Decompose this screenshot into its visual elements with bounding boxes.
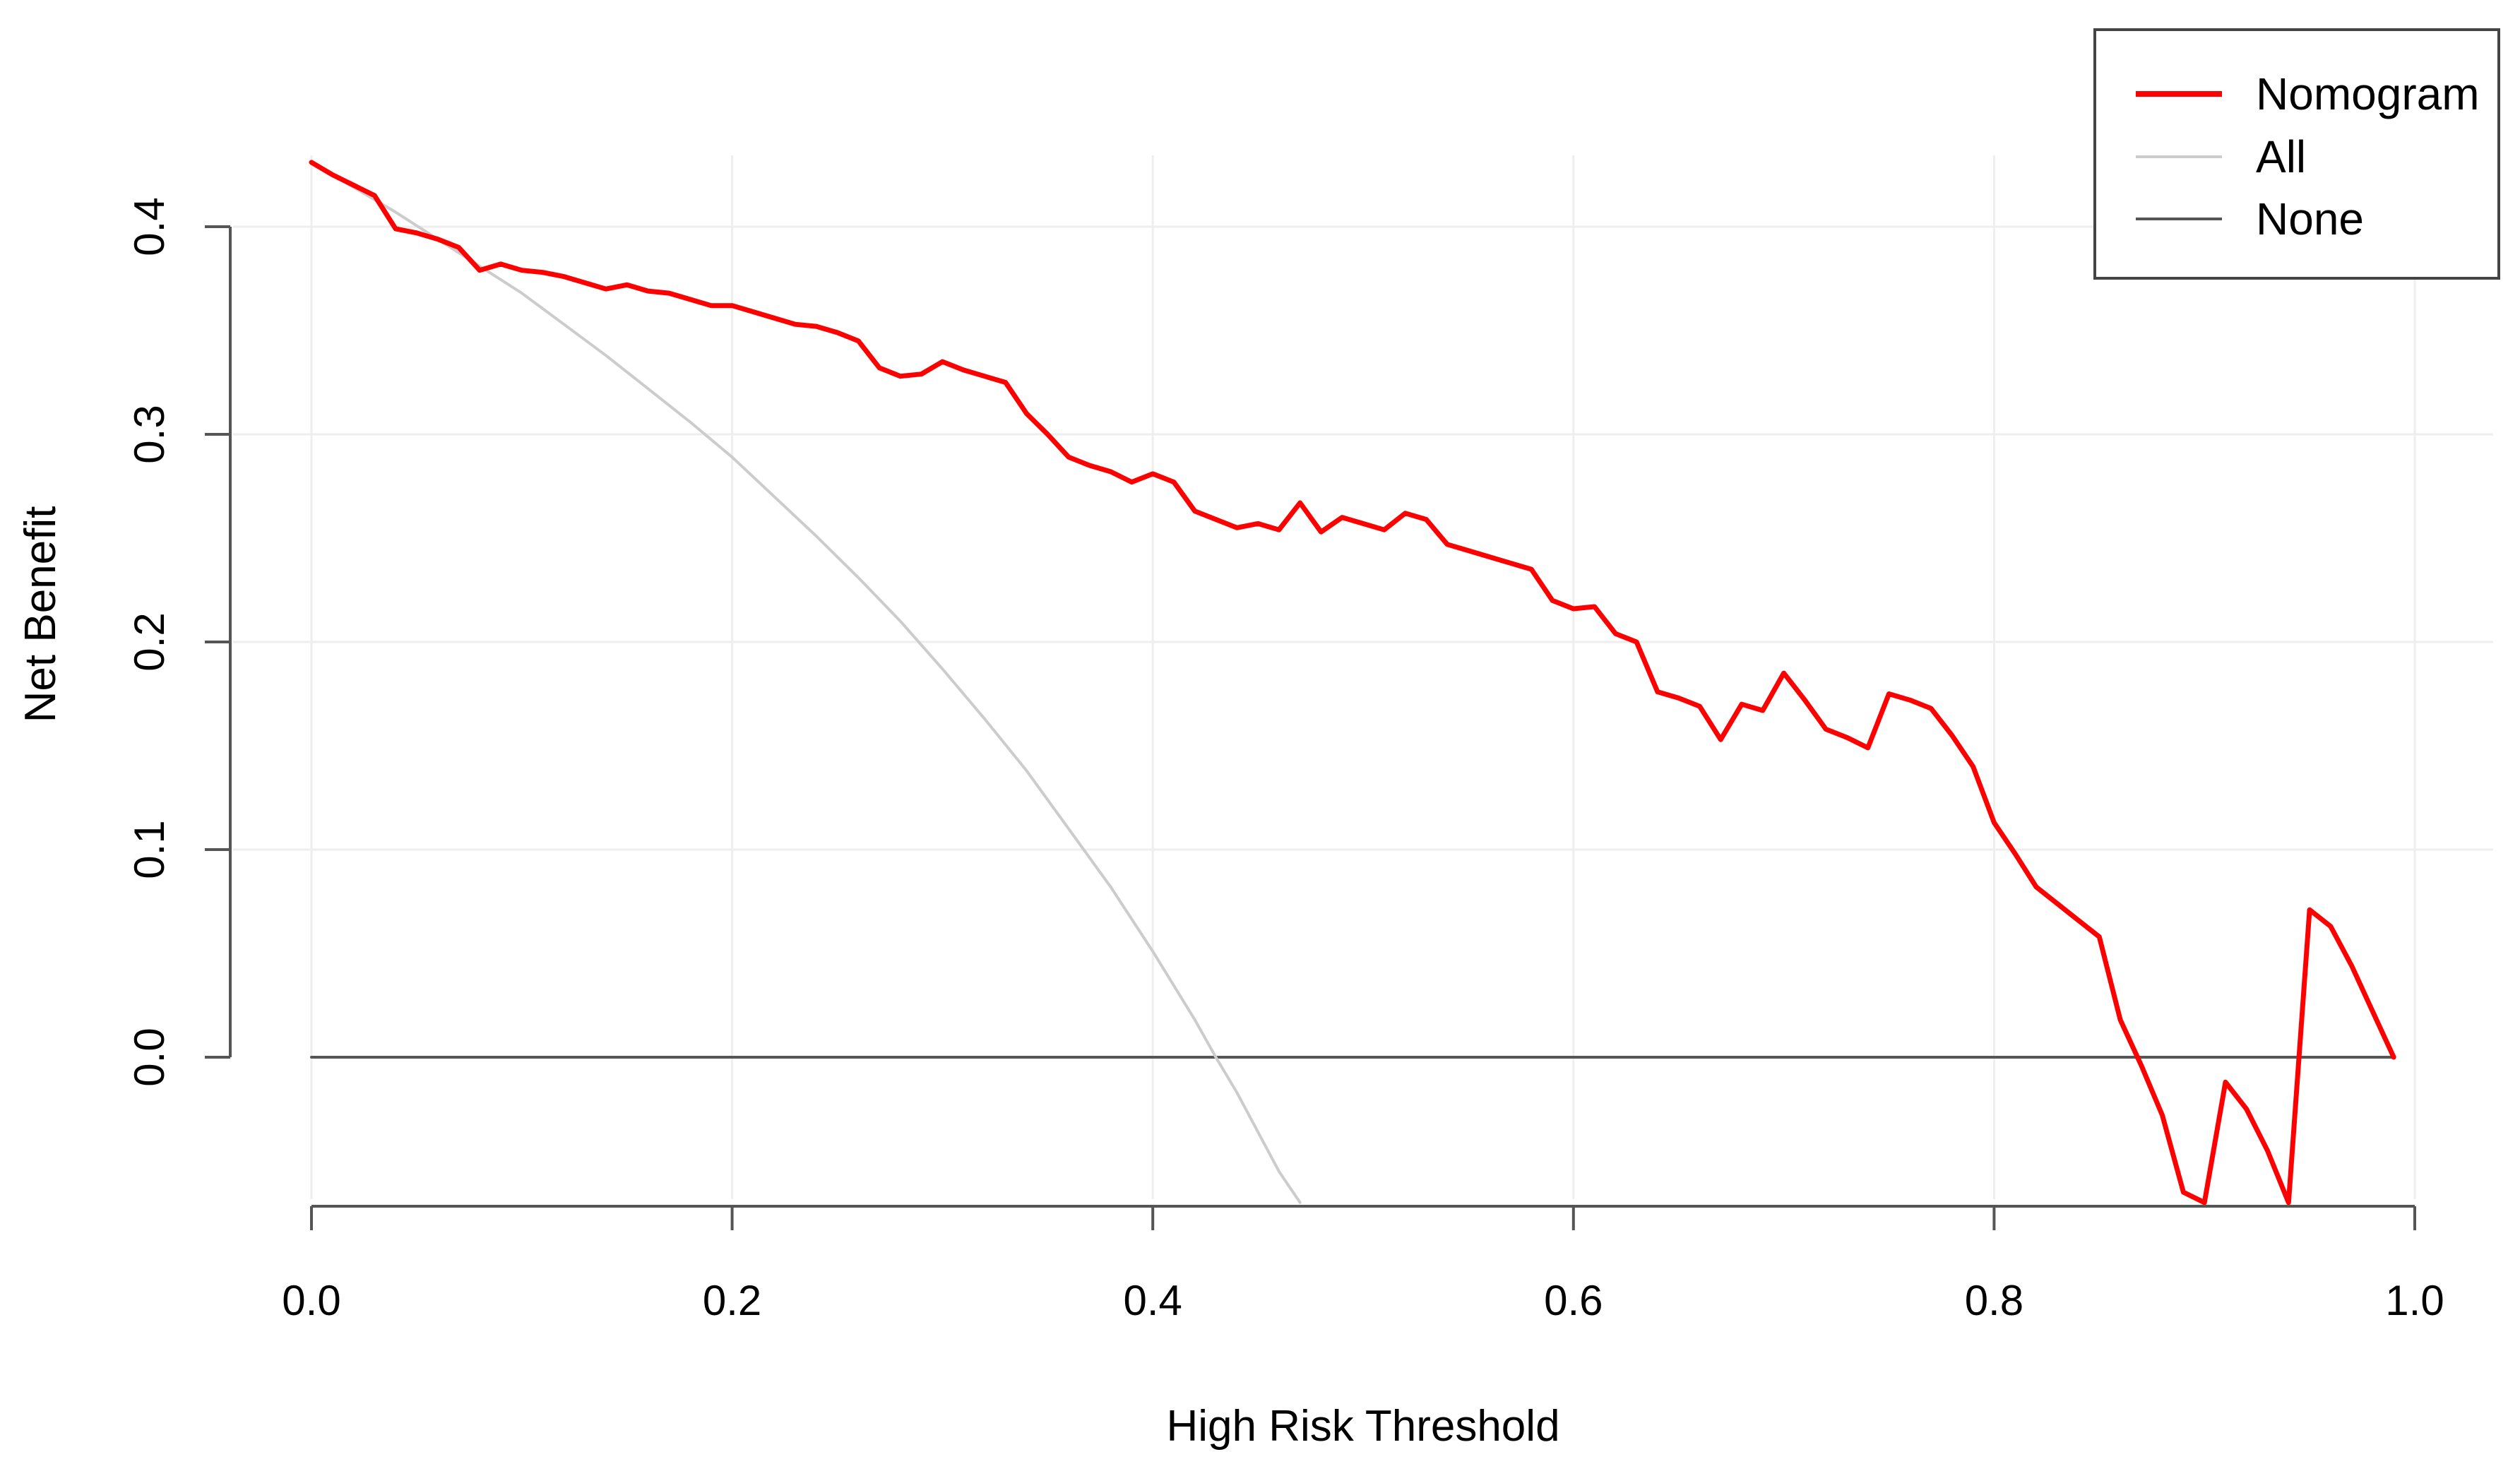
legend-box (2093, 28, 2500, 280)
legend-label-none: None (2256, 194, 2364, 244)
series-lines (309, 160, 2396, 1206)
y-tick-label: 0.3 (126, 405, 173, 463)
grid-lines (233, 155, 2493, 1199)
x-tick-label: 0.8 (1965, 1277, 2023, 1324)
axes (229, 227, 2415, 1208)
legend-label-nomogram: Nomogram (2256, 69, 2480, 119)
y-axis-title: Net Benefit (16, 506, 65, 723)
x-tick-label: 0.6 (1544, 1277, 1603, 1324)
legend-items: Nomogram All None (2136, 69, 2480, 244)
x-tick-label: 0.2 (703, 1277, 761, 1324)
y-tick-label: 0.2 (126, 612, 173, 671)
legend-label-all: All (2256, 131, 2306, 182)
y-tick-label: 0.4 (126, 197, 173, 256)
x-axis-ticks: 0.0 0.2 0.4 0.6 0.8 1.0 (282, 1206, 2444, 1324)
x-tick-label: 0.0 (282, 1277, 340, 1324)
y-axis-ticks: 0.0 0.1 0.2 0.3 0.4 (126, 197, 230, 1087)
x-tick-label: 1.0 (2385, 1277, 2444, 1324)
series-line-nomogram (309, 160, 2396, 1206)
legend: Nomogram All None (2093, 28, 2500, 280)
x-axis-title: High Risk Threshold (1166, 1402, 1559, 1451)
y-tick-label: 0.1 (126, 820, 173, 879)
y-tick-label: 0.0 (126, 1028, 173, 1086)
x-tick-label: 0.4 (1123, 1277, 1182, 1324)
